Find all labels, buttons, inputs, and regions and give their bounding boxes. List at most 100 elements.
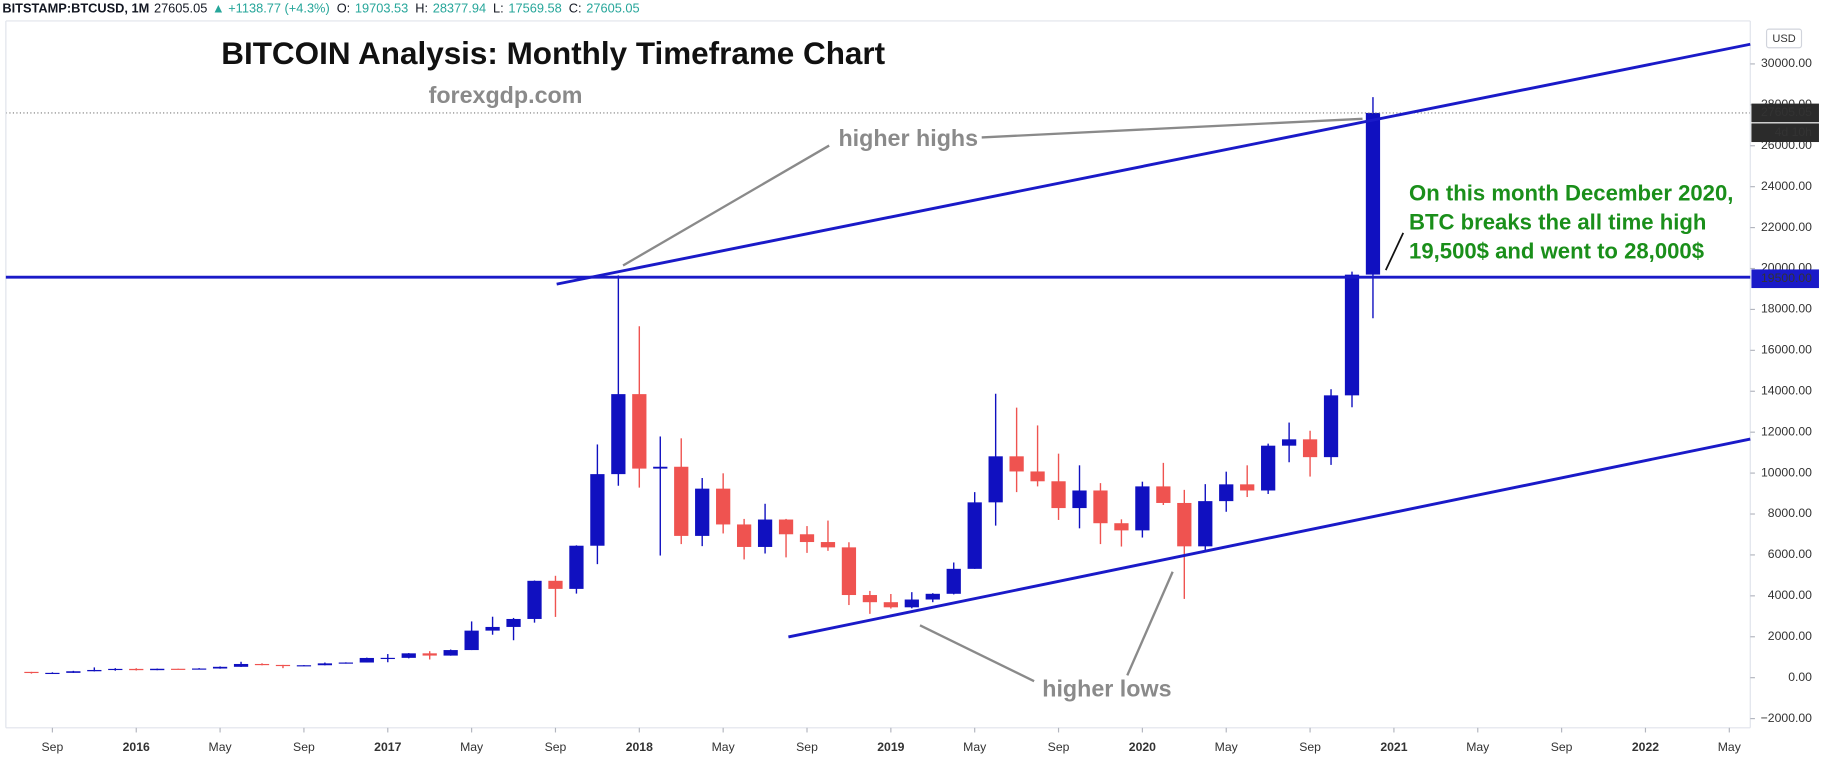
candle-body	[946, 568, 961, 594]
lower-trend-line	[788, 437, 1751, 639]
candle-body	[1072, 490, 1087, 509]
candle-body	[45, 672, 60, 675]
pointer-line	[981, 117, 1363, 139]
candle-body	[485, 626, 500, 631]
plot-area	[5, 97, 1751, 675]
header-item: H:	[415, 1, 428, 16]
annotation: higher highs	[838, 125, 978, 151]
x-tick-label: Sep	[545, 740, 567, 754]
candle-body	[1093, 490, 1108, 524]
x-tick-label: 2021	[1380, 740, 1407, 754]
note-line: 19,500$ and went to 28,000$	[1409, 239, 1704, 264]
candle-body	[988, 456, 1003, 503]
candle-body	[1344, 274, 1360, 396]
note-line: BTC breaks the all time high	[1409, 209, 1706, 234]
candle-body	[254, 663, 270, 666]
candle-body	[653, 466, 668, 469]
candle-body	[1323, 395, 1339, 458]
x-tick-label: May	[1718, 740, 1742, 754]
candle-body	[1261, 445, 1276, 491]
countdown: 4d 10h	[1775, 125, 1812, 139]
candle-body	[1177, 502, 1192, 547]
candle-body	[757, 519, 773, 547]
candle-body	[129, 668, 144, 671]
candle-body	[1198, 501, 1213, 547]
candle-body	[904, 599, 919, 608]
x-tick-label: May	[963, 740, 987, 754]
candle-body	[1219, 484, 1234, 502]
header-item: 27605.05	[154, 1, 207, 16]
x-tick-label: Sep	[1299, 740, 1321, 754]
price-label: 19500.00	[1761, 271, 1812, 285]
axes: −2000.00 0.00 2000.00 4000.00 6000.00 8000.00…	[42, 56, 1819, 754]
candle-body	[296, 665, 312, 667]
candle-body	[820, 542, 836, 548]
x-tick-label: May	[1466, 740, 1490, 754]
candle-body	[1302, 439, 1318, 458]
candle-body	[380, 657, 395, 660]
candle-body	[862, 595, 878, 603]
candle-body	[275, 664, 291, 667]
candle-body	[674, 466, 689, 536]
x-tick-label: 2019	[877, 740, 904, 754]
y-tick-label: 14000.00	[1761, 383, 1812, 397]
candle-body	[150, 668, 165, 671]
candle-body	[799, 534, 815, 543]
x-tick-label: 2016	[123, 740, 150, 754]
pointer-line	[622, 144, 830, 267]
y-unit: USD	[1772, 33, 1795, 45]
candle-body	[1156, 486, 1171, 503]
x-tick-label: Sep	[1048, 740, 1070, 754]
y-tick-label: 30000.00	[1761, 56, 1812, 70]
candle-body	[632, 394, 647, 469]
y-tick-label: 2000.00	[1768, 629, 1812, 643]
x-tick-label: May	[460, 740, 484, 754]
price-label-box	[1751, 103, 1819, 123]
subtitle: forexgdp.com	[429, 82, 583, 108]
candle-body	[1051, 481, 1066, 509]
candle-body	[192, 668, 207, 670]
candle-body	[527, 580, 542, 619]
annotation: higher lows	[1042, 676, 1171, 702]
x-tick-label: 2020	[1129, 740, 1156, 754]
y-tick-label: 24000.00	[1761, 179, 1812, 193]
header-item: BITSTAMP:BTCUSD, 1M	[2, 1, 149, 16]
candle-body	[87, 669, 102, 672]
x-tick-label: 2022	[1632, 740, 1659, 754]
x-tick-label: May	[1215, 740, 1239, 754]
candle-body	[317, 663, 333, 666]
y-tick-label: 10000.00	[1761, 465, 1812, 479]
candle-body	[569, 545, 584, 589]
y-tick-label: 16000.00	[1761, 343, 1812, 357]
candle-body	[1135, 486, 1150, 531]
candle-body	[401, 653, 416, 658]
candle-body	[590, 474, 605, 546]
header-item: O:	[337, 1, 351, 16]
y-tick-label: 0.00	[1788, 670, 1812, 684]
price-label-box	[1751, 269, 1819, 289]
y-tick-label: −2000.00	[1761, 711, 1813, 725]
candle-body	[1114, 523, 1129, 531]
candle-body	[736, 524, 752, 547]
candle-body	[716, 488, 731, 525]
candle-body	[506, 618, 521, 627]
candle-body	[1009, 456, 1024, 472]
y-tick-label: 8000.00	[1768, 506, 1812, 520]
candle-body	[548, 580, 563, 589]
candle-body	[422, 653, 437, 656]
candle-body	[841, 547, 857, 596]
candle-body	[212, 666, 228, 669]
header-item: ▲ +1138.77 (+4.3%)	[212, 1, 330, 16]
pointer-line	[919, 624, 1035, 683]
note-line: On this month December 2020,	[1409, 180, 1733, 205]
x-tick-label: Sep	[42, 740, 64, 754]
candle-body	[24, 671, 39, 674]
x-tick-label: May	[712, 740, 736, 754]
x-tick-label: Sep	[1551, 740, 1573, 754]
candle-body	[925, 593, 940, 600]
candle-body	[611, 394, 626, 475]
y-tick-label: 18000.00	[1761, 302, 1812, 316]
candle-body	[695, 488, 710, 536]
